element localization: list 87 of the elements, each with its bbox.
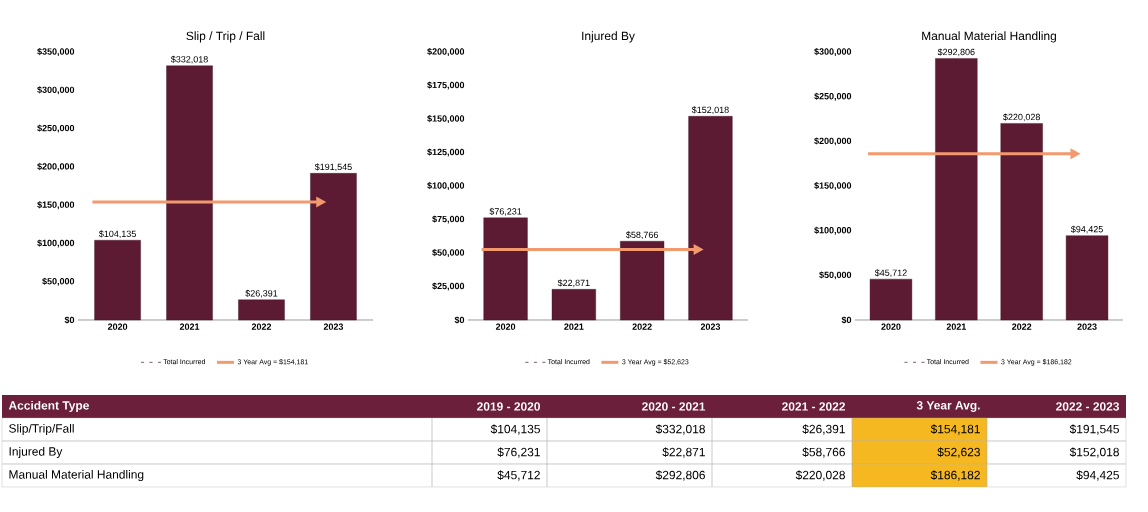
text: Slip/Trip/Fall <box>9 423 74 436</box>
bar <box>483 217 528 321</box>
bar <box>166 65 213 321</box>
text: $154,181 <box>930 424 980 435</box>
y-tick-label: $0 <box>841 316 852 324</box>
text: $104,135 <box>490 424 540 435</box>
data-label: $22,871 <box>557 279 590 288</box>
bar <box>238 299 285 321</box>
text: $26,391 <box>802 424 845 435</box>
bar <box>1000 123 1043 321</box>
data-label: $104,135 <box>98 230 136 239</box>
y-tick-label: $25,000 <box>432 282 465 291</box>
chart-title: Manual Material Handling <box>922 31 1056 43</box>
y-tick-label: $0 <box>64 316 75 324</box>
category-label: 2022 - 2023 <box>1056 402 1120 411</box>
bar <box>935 58 978 321</box>
text: $76,231 <box>497 447 540 458</box>
x-tick-label: 2023 <box>700 323 721 330</box>
y-tick-label: $0 <box>454 316 465 324</box>
data-label: $292,806 <box>937 48 975 57</box>
data-label: $152,018 <box>691 106 729 115</box>
x-tick-label: 2023 <box>1077 323 1097 330</box>
x-tick-label: 2020 <box>495 323 516 330</box>
text: $292,806 <box>655 470 705 481</box>
x-tick-label: 2022 <box>632 323 652 330</box>
chart-title: Slip / Trip / Fall <box>186 31 265 43</box>
text: $94,425 <box>1076 470 1119 481</box>
y-tick-label: $75,000 <box>432 215 465 224</box>
text: Injured By <box>9 446 63 459</box>
y-tick-label: $100,000 <box>814 226 852 235</box>
y-tick-label: $50,000 <box>42 277 75 286</box>
bar <box>1065 235 1109 321</box>
text: $220,028 <box>795 470 845 481</box>
y-tick-label: $150,000 <box>427 114 465 124</box>
x-tick-label: 2021 <box>179 323 200 330</box>
data-label: $45,712 <box>874 269 907 277</box>
text: Manual Material Handling <box>9 469 144 482</box>
text: $52,623 <box>937 447 980 458</box>
y-tick-label: $200,000 <box>814 137 852 146</box>
y-tick-label: $350,000 <box>37 47 75 57</box>
bar <box>620 241 665 321</box>
y-tick-label: $50,000 <box>432 248 465 258</box>
y-tick-label: $250,000 <box>814 92 852 101</box>
category-label: Accident Type <box>8 400 89 413</box>
category-label: 2019 - 2020 <box>477 402 540 411</box>
text: $191,545 <box>1069 424 1119 435</box>
x-tick-label: 2021 <box>946 323 967 330</box>
bar <box>869 278 913 321</box>
category-label: 2020 - 2021 <box>642 402 706 411</box>
x-tick-label: 2023 <box>323 323 344 330</box>
data-label: $94,425 <box>1070 225 1103 234</box>
bar <box>688 116 733 321</box>
y-tick-label: $125,000 <box>427 148 465 157</box>
y-tick-label: $100,000 <box>37 239 75 248</box>
y-tick-label: $150,000 <box>814 181 852 191</box>
x-tick-label: 2022 <box>1012 323 1032 330</box>
data-label: $58,766 <box>626 231 658 240</box>
category-label: 3 Year Avg. <box>916 401 980 412</box>
y-tick-label: $150,000 <box>37 201 75 210</box>
x-tick-label: 2021 <box>564 323 584 330</box>
data-label: $26,391 <box>245 289 278 298</box>
text: $45,712 <box>497 470 540 481</box>
y-tick-label: $250,000 <box>37 124 75 133</box>
category-label: 2021 - 2022 <box>782 402 845 411</box>
y-tick-label: $50,000 <box>819 271 852 280</box>
y-tick-label: $200,000 <box>37 162 75 171</box>
y-tick-label: $200,000 <box>427 47 465 57</box>
y-tick-label: $300,000 <box>814 47 852 57</box>
data-label: $220,028 <box>1003 113 1040 122</box>
chart-title: Injured By <box>582 31 635 43</box>
x-tick-label: 2022 <box>251 323 272 330</box>
data-label: $76,231 <box>489 207 522 216</box>
x-tick-label: 2020 <box>107 323 128 330</box>
text: $58,766 <box>802 447 845 458</box>
text: $152,018 <box>1069 447 1119 458</box>
y-tick-label: $300,000 <box>37 86 75 95</box>
text: $332,018 <box>655 424 705 435</box>
bar <box>551 289 596 321</box>
bar <box>94 240 141 321</box>
text: $186,182 <box>930 470 980 481</box>
y-tick-label: $175,000 <box>427 81 465 90</box>
bar <box>310 173 357 321</box>
x-tick-label: 2020 <box>881 323 901 330</box>
y-tick-label: $100,000 <box>427 181 465 191</box>
data-label: $191,545 <box>314 163 352 172</box>
data-label: $332,018 <box>170 55 208 64</box>
text: $22,871 <box>662 447 705 458</box>
